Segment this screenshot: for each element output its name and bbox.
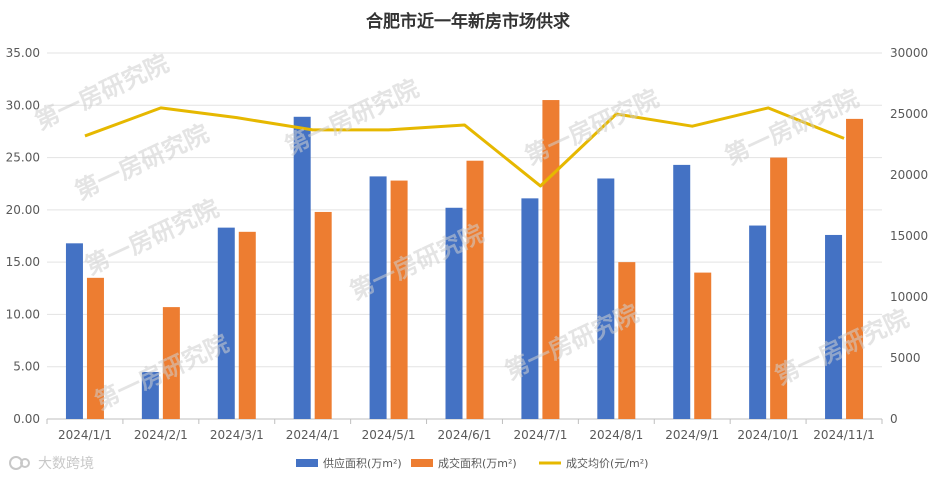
brand-logo: 大数跨境 [9, 456, 94, 472]
legend-swatch [411, 459, 433, 467]
bar-transaction-area [314, 211, 332, 419]
legend: 供应面积(万m²) 成交面积(万m²) 成交均价(元/m²) [296, 456, 648, 470]
x-tick-label: 2024/5/1 [362, 428, 416, 442]
x-tick-label: 2024/1/1 [58, 428, 112, 442]
y-left-tick-label: 0.00 [13, 412, 40, 426]
bar-transaction-area [618, 262, 636, 419]
y-right-tick-label: 30000 [890, 46, 928, 60]
bar-supply-area [597, 178, 615, 419]
y-left-tick-label: 5.00 [13, 360, 40, 374]
brand-text: 大数跨境 [38, 456, 94, 472]
chart-title: 合肥市近一年新房市场供求 [366, 11, 570, 32]
x-tick-label: 2024/9/1 [665, 428, 719, 442]
bar-supply-area [445, 207, 463, 419]
watermark-text: 第一房研究院 [31, 49, 173, 135]
bar-transaction-area [162, 307, 180, 419]
y-left-tick-label: 10.00 [6, 307, 40, 321]
y-left-tick-label: 15.00 [6, 255, 40, 269]
y-left-tick-label: 30.00 [6, 98, 40, 112]
y-axis-left: 0.00 5.00 10.00 15.00 20.00 25.00 30.00 35.00 [6, 46, 40, 426]
legend-label: 成交面积(万m²) [438, 456, 517, 470]
x-axis: 2024/1/1 2024/2/1 2024/3/1 2024/4/1 2024/5/1… [46, 419, 883, 442]
legend-label: 供应面积(万m²) [323, 456, 402, 470]
y-right-tick-label: 0 [890, 412, 898, 426]
legend-label: 成交均价(元/m²) [566, 456, 648, 470]
x-tick-label: 2024/11/1 [813, 428, 875, 442]
watermark-text: 第一房研究院 [81, 194, 223, 280]
y-left-tick-label: 35.00 [6, 46, 40, 60]
y-right-tick-label: 25000 [890, 107, 928, 121]
bar-transaction-area [770, 157, 788, 420]
x-tick-label: 2024/2/1 [134, 428, 188, 442]
bar-supply-area [673, 164, 691, 419]
bar-supply-area [369, 176, 387, 419]
bar-supply-area [825, 234, 843, 419]
x-tick-label: 2024/6/1 [438, 428, 492, 442]
y-right-tick-label: 10000 [890, 290, 928, 304]
y-left-tick-label: 25.00 [6, 151, 40, 165]
bar-supply-area [217, 227, 235, 419]
bar-supply-area [293, 116, 311, 419]
x-tick-label: 2024/4/1 [286, 428, 340, 442]
brand-logo-icon-small [20, 458, 30, 468]
bar-transaction-area [466, 160, 484, 420]
y-right-tick-label: 20000 [890, 168, 928, 182]
y-left-tick-label: 20.00 [6, 203, 40, 217]
y-right-tick-label: 5000 [890, 351, 921, 365]
bar-transaction-area [846, 118, 864, 419]
x-tick-label: 2024/3/1 [210, 428, 264, 442]
x-tick-label: 2024/8/1 [589, 428, 643, 442]
bar-supply-area [521, 198, 539, 419]
bar-supply-area [65, 243, 83, 419]
line-series [84, 106, 845, 188]
bar-transaction-area [694, 272, 712, 419]
bar-transaction-area [238, 231, 256, 419]
bar-supply-area [141, 371, 159, 419]
y-axis-right: 0 5000 10000 15000 20000 25000 30000 [890, 46, 928, 426]
y-right-tick-label: 15000 [890, 229, 928, 243]
bar-supply-area [749, 225, 767, 419]
bar-transaction-area [86, 277, 104, 419]
watermark-text: 第一房研究院 [91, 329, 233, 415]
x-tick-label: 2024/7/1 [513, 428, 567, 442]
line-average-price [84, 106, 845, 188]
bar-transaction-area [390, 180, 408, 419]
gridlines [47, 52, 882, 420]
x-tick-label: 2024/10/1 [737, 428, 799, 442]
legend-swatch [296, 459, 318, 467]
